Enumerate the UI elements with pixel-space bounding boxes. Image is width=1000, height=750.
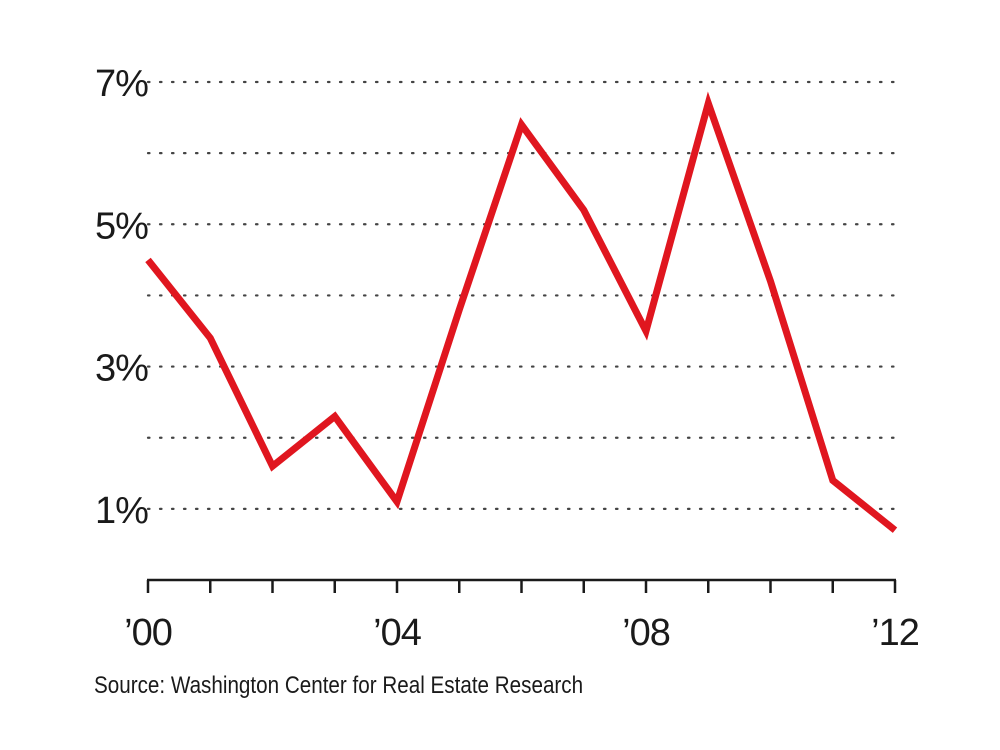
x-axis-tick-labels: ’00 ’04 ’08 ’12 xyxy=(124,612,920,654)
source-note: Source: Washington Center for Real Estat… xyxy=(94,672,584,699)
x-tick-label-2012: ’12 xyxy=(871,612,919,654)
x-tick-label-2000: ’00 xyxy=(124,612,172,654)
series-line-0 xyxy=(145,91,898,533)
x-axis xyxy=(146,578,897,593)
y-axis-tick-labels: 1% 3% 5% 7% xyxy=(95,63,149,532)
x-tick-label-2008: ’08 xyxy=(622,612,670,654)
y-tick-label-7: 7% xyxy=(95,63,148,105)
y-tick-label-3: 3% xyxy=(95,348,148,390)
y-tick-label-1: 1% xyxy=(95,490,148,532)
x-tick-label-2004: ’04 xyxy=(373,612,422,654)
data-series xyxy=(145,91,898,533)
y-tick-label-5: 5% xyxy=(95,205,148,247)
